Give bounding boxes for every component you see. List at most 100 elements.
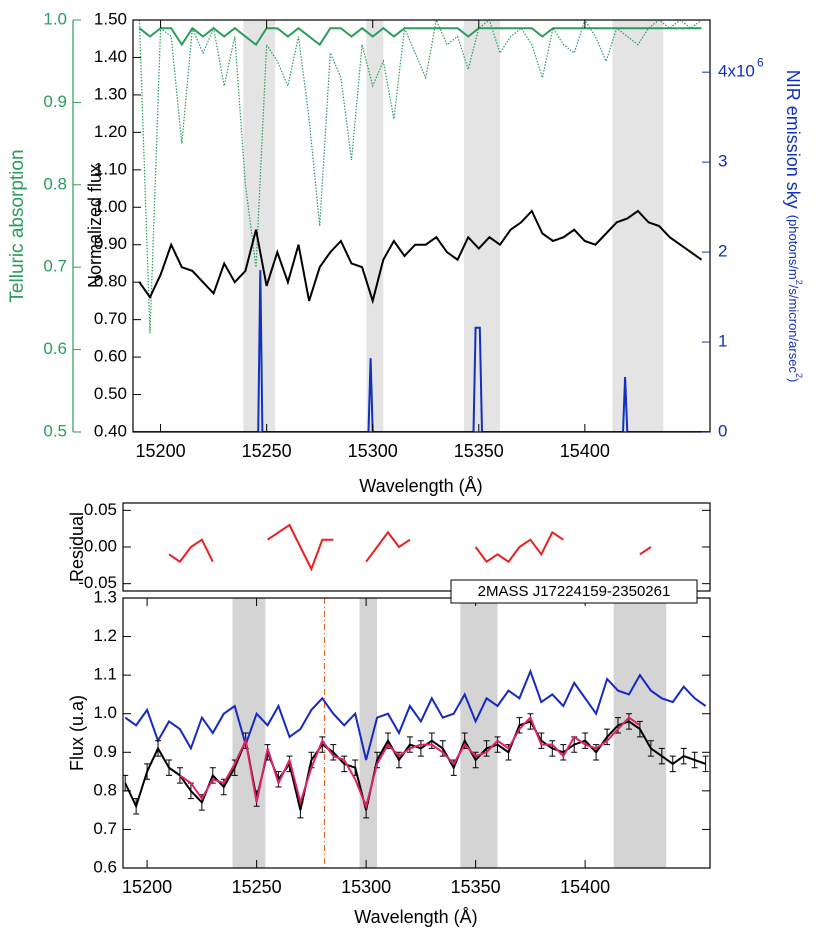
x-tick-label: 15250: [232, 877, 282, 897]
error-bar: [144, 763, 151, 780]
error-bar: [165, 759, 172, 776]
y3-tick-label: 0.9: [43, 92, 67, 111]
x-label: Wavelength (Å): [354, 907, 477, 927]
series-line: [138, 209, 703, 305]
error-bar: [691, 751, 698, 769]
y2-tick-label: 4x10: [718, 62, 755, 81]
y-tick-label: 1.20: [94, 122, 127, 141]
band: [463, 20, 500, 432]
plot-area: [168, 523, 652, 572]
y-tick-label: 1.00: [94, 197, 127, 216]
x-tick-label: 15300: [341, 877, 391, 897]
error-bar: [702, 755, 709, 773]
frame: [132, 19, 711, 433]
error-bar: [406, 736, 413, 753]
y-tick-label: -0.05: [78, 573, 117, 592]
x-tick-label: 15200: [122, 877, 172, 897]
y2-tick-label: 1: [718, 332, 727, 351]
y-tick-label: 0.70: [94, 309, 127, 328]
x-tick-label: 15250: [242, 441, 292, 461]
series-line: [124, 668, 707, 761]
y2-label: NIR emission sky(photons/m2/s/micron/ars…: [783, 70, 803, 383]
error-bar: [625, 713, 632, 730]
x-label: Wavelength (Å): [359, 476, 482, 496]
y2-label-unit: ): [786, 378, 801, 382]
x-tick-label: 15400: [560, 877, 610, 897]
y-tick-label: 0.05: [84, 500, 117, 519]
y-tick-label: 1.10: [94, 159, 127, 178]
y-tick-label: 0.60: [94, 347, 127, 366]
error-bar: [669, 755, 676, 773]
annotation: 2MASS J17224159-2350261: [478, 583, 671, 600]
error-bar: [538, 732, 545, 749]
y-tick-label: 1.1: [93, 665, 117, 684]
error-bar: [549, 740, 556, 757]
residual-label: Residual: [67, 512, 87, 582]
y2-label-unit: (photons/m: [786, 215, 801, 280]
y-tick-label: 1.30: [94, 84, 127, 103]
y-tick-label: 0.80: [94, 272, 127, 291]
y2-tick-exponent: 6: [757, 55, 764, 69]
x-tick-label: 15200: [136, 441, 186, 461]
y-tick-label: 0.00: [84, 536, 117, 555]
x-tick-label: 15400: [560, 441, 610, 461]
error-bar: [658, 747, 665, 765]
band: [612, 20, 664, 432]
y2-tick-label: 2: [718, 242, 727, 261]
y3-tick-label: 0.7: [43, 257, 67, 276]
y-label: Normalized flux: [85, 164, 105, 288]
error-bar: [680, 747, 687, 765]
x-tick-label: 15350: [451, 877, 501, 897]
y-label: Flux (u.a): [67, 695, 87, 771]
series-line: [168, 523, 652, 572]
error-bar: [341, 755, 348, 773]
y-tick-label: 0.9: [93, 742, 117, 761]
y-tick-label: 1.2: [93, 626, 117, 645]
x-tick-label: 15300: [348, 441, 398, 461]
series-line: [138, 26, 702, 47]
annotation-box: [450, 579, 698, 604]
y2-label-text: NIR emission sky: [783, 70, 803, 209]
error-bar: [483, 740, 490, 757]
y3-tick-label: 0.8: [43, 174, 67, 193]
series-line: [179, 715, 641, 810]
y2-tick-label: 0: [718, 421, 727, 440]
y3-tick-label: 1.0: [43, 9, 67, 28]
y2-label-unit: 2: [794, 373, 804, 378]
error-bar: [593, 744, 600, 761]
error-bar: [582, 732, 589, 749]
y-tick-label: 0.50: [94, 384, 127, 403]
error-bar: [417, 740, 424, 757]
y-tick-label: 1.40: [94, 47, 127, 66]
y3-tick-label: 0.5: [43, 421, 67, 440]
error-bar: [133, 798, 140, 815]
y-tick-label: 0.8: [93, 780, 117, 799]
error-bar: [604, 728, 611, 746]
x-tick-label: 15350: [454, 441, 504, 461]
error-bar: [494, 736, 501, 753]
error-bar: [636, 720, 643, 738]
y-tick-label: 1.50: [94, 9, 127, 28]
y2-tick-label: 3: [718, 152, 727, 171]
frame: [122, 597, 711, 869]
band: [359, 598, 378, 868]
y3-label: Telluric absorption: [7, 149, 28, 302]
plot-area: [123, 598, 709, 868]
y-tick-label: 0.90: [94, 234, 127, 253]
y-tick-label: 0.40: [94, 421, 127, 440]
frame: [122, 502, 711, 592]
band: [366, 20, 384, 432]
y-tick-label: 0.6: [93, 857, 117, 876]
y-tick-label: 0.7: [93, 819, 117, 838]
plot-area: [133, 20, 710, 432]
error-bar: [428, 732, 435, 749]
y-tick-label: 1.3: [93, 587, 117, 606]
y2-label-unit: /s/micron/arsec: [786, 285, 801, 374]
y3-tick-label: 0.6: [43, 339, 67, 358]
error-bar: [647, 740, 654, 757]
y-tick-label: 1.0: [93, 703, 117, 722]
error-bar: [330, 744, 337, 761]
error-bar: [155, 740, 162, 757]
y2-label-unit: 2: [794, 280, 804, 285]
